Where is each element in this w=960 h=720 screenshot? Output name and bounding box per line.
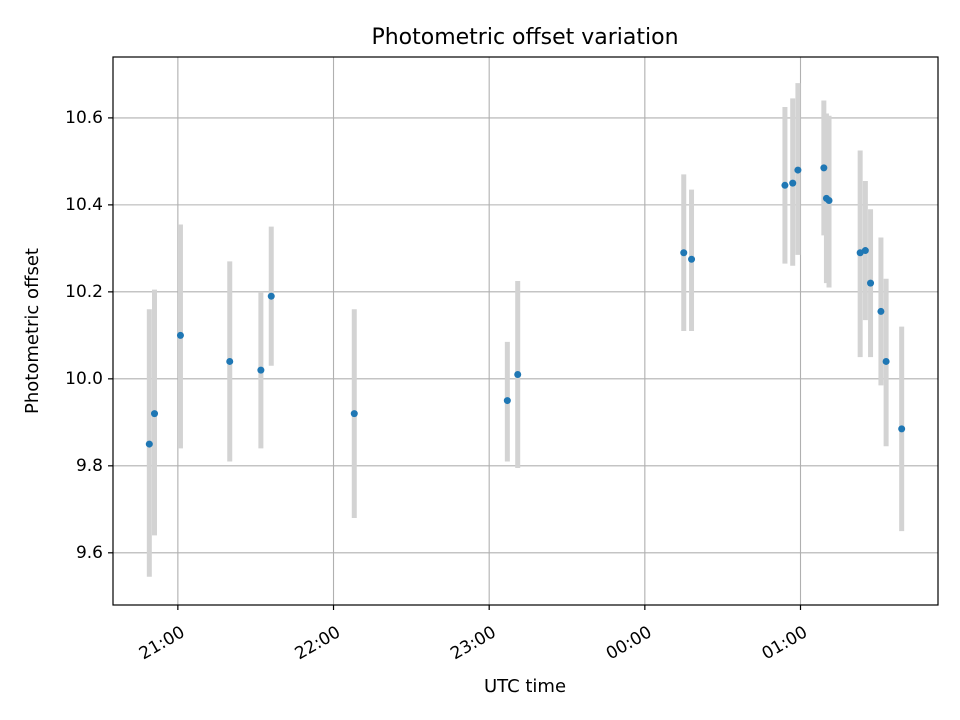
data-point [781, 181, 789, 189]
data-point [820, 164, 828, 172]
data-point [882, 357, 890, 365]
chart-title: Photometric offset variation [371, 25, 678, 50]
y-tick-label: 9.8 [76, 456, 103, 476]
y-tick-label: 10.4 [65, 195, 103, 215]
y-tick-label: 10.2 [65, 282, 103, 302]
data-point [503, 397, 511, 405]
data-point [257, 366, 265, 374]
data-point [350, 410, 358, 418]
data-point [794, 166, 802, 174]
data-point [176, 331, 184, 339]
y-tick-label: 10.0 [65, 369, 103, 389]
data-point [825, 197, 833, 205]
grid [113, 57, 938, 605]
data-point [898, 425, 906, 433]
data-point [877, 307, 885, 315]
data-point [789, 179, 797, 187]
x-axis-label: UTC time [484, 676, 566, 697]
data-point [145, 440, 153, 448]
data-point [861, 247, 869, 255]
y-axis-ticks: 9.6 9.8 10.0 10.2 10.4 10.6 [65, 108, 113, 563]
data-point [867, 279, 875, 287]
y-tick-label: 9.6 [76, 543, 103, 563]
y-tick-label: 10.6 [65, 108, 103, 128]
data-point [226, 357, 234, 365]
plot-frame [112, 56, 939, 606]
data-point [688, 255, 696, 263]
data-point [151, 410, 159, 418]
data-point [267, 292, 275, 300]
data-points [145, 164, 906, 448]
data-point [680, 249, 688, 257]
y-axis-label: Photometric offset [22, 248, 43, 414]
data-point [514, 370, 522, 378]
